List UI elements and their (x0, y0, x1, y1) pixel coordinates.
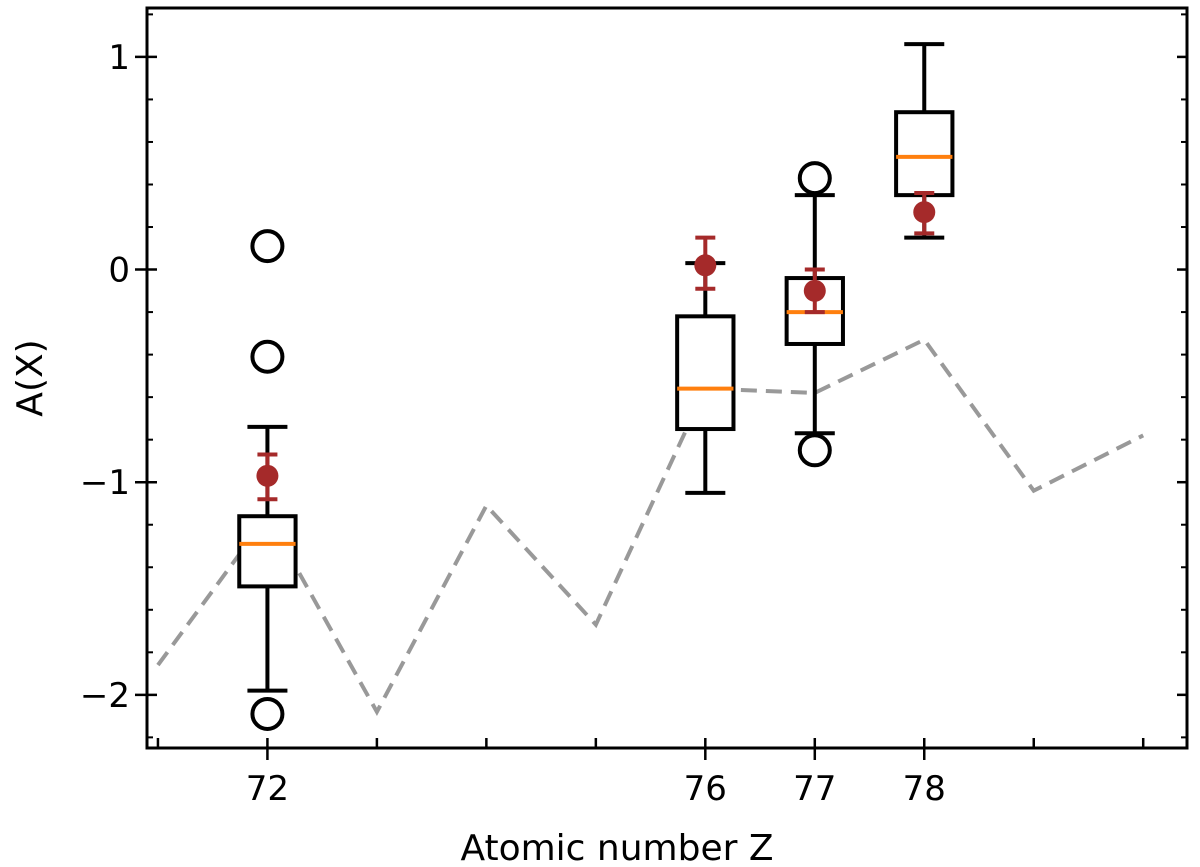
data-point (256, 464, 279, 487)
x-tick-label: 78 (903, 769, 946, 809)
box-72 (237, 229, 298, 731)
plot-frame (145, 6, 1189, 750)
data-point (913, 201, 936, 224)
box-76 (675, 261, 736, 495)
outlier-marker (797, 433, 832, 468)
box-iqr (894, 110, 955, 198)
y-axis-ticks: 1 0 −1 −2 (80, 13, 1187, 739)
x-axis-ticks: 72 76 77 78 (156, 738, 1145, 809)
error-point-76 (694, 235, 717, 291)
dashed-line-layer (156, 337, 1145, 717)
x-tick-label: 77 (793, 769, 836, 809)
box-iqr (675, 314, 736, 432)
y-tick-label: −1 (80, 463, 130, 503)
box-78 (894, 42, 955, 240)
data-point (694, 254, 717, 277)
points-layer (256, 191, 936, 502)
boxplot-layer (237, 42, 955, 731)
outlier-marker (250, 696, 285, 731)
x-tick-label: 72 (246, 769, 289, 809)
x-axis-label: Atomic number Z (460, 828, 773, 867)
box-iqr (237, 514, 298, 589)
outlier-marker (250, 229, 285, 264)
box-77 (784, 161, 845, 468)
error-point-72 (256, 452, 279, 502)
y-axis-label: A(X) (10, 339, 51, 416)
dashed-series-line (156, 337, 1145, 717)
y-tick-label: 0 (108, 251, 130, 291)
y-tick-label: 1 (108, 38, 130, 78)
data-point (803, 279, 826, 302)
error-point-78 (913, 191, 936, 236)
outlier-marker (797, 161, 832, 196)
outlier-marker (250, 339, 285, 374)
axes-layer (145, 6, 1189, 750)
error-point-77 (803, 267, 826, 315)
x-tick-label: 76 (684, 769, 727, 809)
y-tick-label: −2 (80, 676, 130, 716)
